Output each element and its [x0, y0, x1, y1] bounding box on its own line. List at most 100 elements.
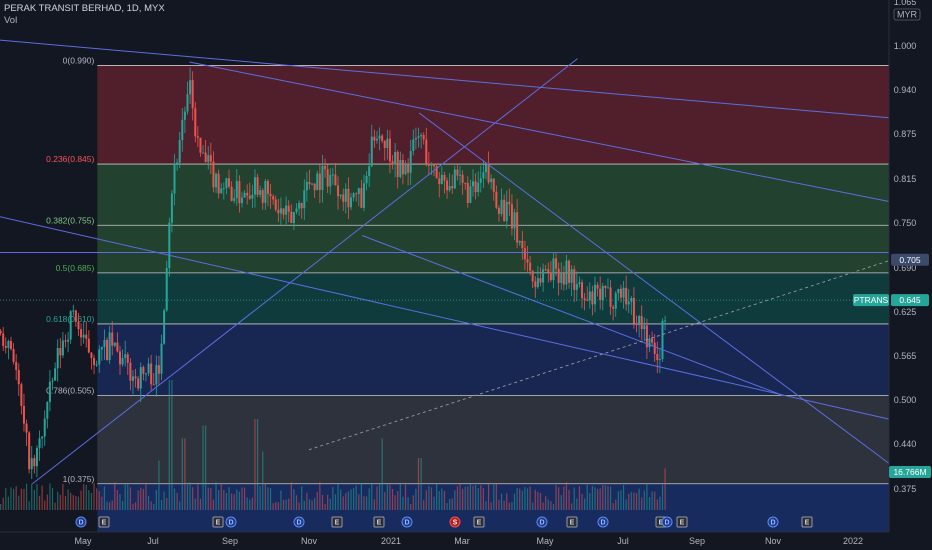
volume-bar — [77, 496, 80, 510]
volume-bar — [469, 483, 472, 510]
volume-bar — [555, 484, 557, 510]
volume-bar — [573, 487, 575, 510]
volume-bar — [176, 493, 178, 510]
volume-bar — [365, 496, 368, 510]
candle-body — [422, 135, 425, 140]
volume-bar — [586, 484, 588, 510]
time-tick: Jul — [617, 536, 629, 546]
volume-bar — [62, 484, 64, 510]
volume-bar — [498, 499, 500, 510]
volume-bar — [88, 490, 90, 510]
candle-body — [664, 320, 667, 322]
event-marker-label: E — [805, 520, 810, 527]
volume-bar — [607, 486, 609, 510]
candle-body — [163, 310, 166, 344]
volume-bar — [635, 493, 638, 510]
candle-body — [435, 166, 438, 179]
volume-bar — [529, 486, 531, 510]
volume-bar — [560, 495, 562, 510]
candle-body — [233, 198, 236, 201]
volume-bar — [41, 485, 43, 510]
candle-body — [313, 183, 316, 191]
volume-bar — [622, 484, 625, 510]
fib-zone-0.786 — [97, 395, 890, 484]
candle-body — [137, 378, 140, 389]
event-marker-D: D — [75, 516, 87, 528]
volume-bar — [397, 491, 399, 510]
candle-body — [573, 269, 576, 290]
volume-bar — [394, 495, 396, 510]
candle-body — [207, 155, 210, 163]
event-marker-label: E — [216, 520, 221, 527]
volume-bar — [558, 487, 560, 510]
volume-bar — [44, 500, 46, 510]
volume-bar — [321, 494, 324, 510]
candle-body — [347, 188, 350, 208]
candle-body — [459, 174, 462, 176]
candle-body — [370, 136, 373, 167]
volume-bar — [109, 502, 111, 510]
volume-bar — [441, 488, 443, 510]
candle-body — [331, 174, 334, 176]
volume-bar — [57, 491, 59, 510]
event-marker-shape — [331, 516, 343, 528]
event-marker-D: D — [536, 516, 548, 528]
event-marker-D: D — [293, 516, 305, 528]
volume-bar — [381, 438, 383, 510]
candle-body — [261, 190, 264, 203]
volume-bar — [360, 482, 362, 510]
candle-body — [54, 368, 57, 381]
volume-bar — [121, 500, 124, 510]
candle-body — [661, 320, 664, 360]
volume-bar — [197, 484, 199, 510]
volume-bar — [140, 487, 142, 510]
candle-body — [51, 380, 54, 382]
candle-body — [59, 348, 62, 356]
candle-body — [303, 190, 306, 209]
fib-label-0.236: 0.236(0.845) — [46, 154, 94, 164]
volume-bar — [490, 502, 492, 510]
candle-body — [622, 287, 625, 298]
candle-body — [536, 278, 539, 288]
volume-tag-label: 16.766M — [893, 467, 926, 477]
candle-body — [383, 140, 386, 149]
candle-body — [124, 354, 127, 358]
candle-body — [113, 342, 116, 346]
volume-bar — [10, 487, 12, 510]
candle-body — [142, 367, 145, 374]
volume-bar — [378, 483, 381, 510]
candle-body — [235, 181, 238, 199]
candle-body — [368, 166, 371, 176]
candle-body — [287, 205, 290, 212]
volume-bar — [119, 493, 121, 510]
candle-body — [222, 188, 225, 190]
volume-bar — [425, 490, 427, 510]
volume-bar — [218, 490, 220, 510]
candle-body — [108, 332, 111, 361]
volume-bar — [355, 485, 357, 510]
volume-bar — [485, 501, 487, 510]
candle-body — [41, 436, 44, 439]
event-marker-label: D — [770, 520, 775, 527]
volume-bar — [342, 496, 344, 510]
volume-bar — [75, 495, 77, 510]
volume-bar — [423, 500, 425, 510]
volume-bar — [181, 438, 183, 510]
candle-body — [199, 137, 202, 153]
time-tick: Sep — [689, 536, 705, 546]
candle-body — [118, 351, 121, 365]
volume-bar — [415, 488, 417, 510]
fib-label-1: 1(0.375) — [63, 474, 95, 484]
event-marker-E: E — [373, 516, 385, 528]
event-marker-label: E — [335, 520, 340, 527]
candle-body — [396, 151, 399, 177]
candle-body — [362, 183, 365, 208]
candle-body — [82, 334, 85, 338]
candle-body — [215, 173, 218, 188]
event-marker-label: S — [453, 520, 458, 527]
volume-bar — [539, 493, 542, 510]
volume-bar — [90, 492, 93, 510]
candle-body — [640, 316, 643, 330]
